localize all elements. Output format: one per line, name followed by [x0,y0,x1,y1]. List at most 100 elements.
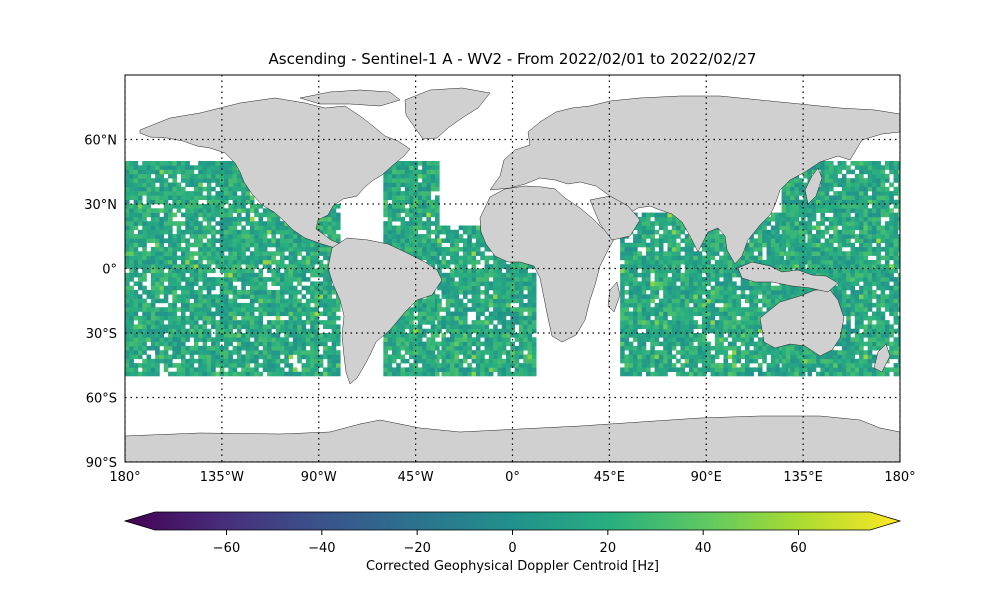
heatmap-cell [749,328,754,334]
heatmap-cell [633,238,638,243]
heatmap-cell [719,272,724,278]
heatmap-cell [219,285,225,291]
heatmap-cell [409,315,414,321]
heatmap-cell [798,350,804,355]
heatmap-cell [189,255,195,261]
heatmap-cell [467,259,472,265]
heatmap-cell [400,195,406,200]
heatmap-cell [798,290,804,295]
heatmap-cell [770,216,776,222]
heatmap-cell [531,371,537,377]
heatmap-cell [454,251,459,256]
heatmap-cell [189,350,195,355]
heatmap-cell [292,333,298,338]
heatmap-cell [228,264,233,269]
heatmap-cell [163,221,169,226]
heatmap-cell [654,294,660,299]
heatmap-cell [501,337,507,342]
heatmap-cell [445,315,451,321]
heatmap-cell [232,225,238,231]
heatmap-cell [518,367,524,372]
heatmap-cell [224,315,229,321]
heatmap-cell [488,345,494,351]
heatmap-cell [202,208,208,213]
heatmap-cell [193,315,199,321]
heatmap-cell [518,333,524,338]
heatmap-cell [262,294,268,299]
heatmap-cell [327,320,332,325]
heatmap-cell [650,345,655,351]
heatmap-cell [628,324,634,329]
heatmap-cell [396,191,401,196]
heatmap-cell [310,315,315,321]
heatmap-cell [745,311,750,317]
heatmap-cell [620,294,625,299]
heatmap-cell [241,285,246,291]
heatmap-cell [142,178,147,183]
heatmap-cell [497,315,503,321]
heatmap-cell [262,238,268,243]
heatmap-cell [467,328,472,334]
heatmap-cell [757,281,763,286]
heatmap-cell [254,255,259,261]
heatmap-cell [454,285,459,291]
heatmap-cell [454,324,459,329]
heatmap-cell [180,324,186,329]
heatmap-cell [206,229,212,235]
heatmap-cell [245,333,251,338]
heatmap-cell [193,337,199,342]
heatmap-cell [745,259,750,265]
heatmap-cell [441,255,447,261]
heatmap-cell [163,290,169,295]
heatmap-cell [790,216,795,222]
heatmap-cell [798,208,804,213]
heatmap-cell [232,234,238,239]
heatmap-cell [241,341,246,347]
heatmap-cell [163,229,169,235]
heatmap-cell [206,320,212,325]
heatmap-cell [176,285,182,291]
heatmap-cell [159,268,165,274]
heatmap-cell [680,290,686,295]
heatmap-cell [480,234,485,239]
heatmap-cell [241,182,246,188]
heatmap-cell [663,238,668,243]
heatmap-cell [323,225,328,231]
heatmap-cell [202,212,208,218]
heatmap-cell [232,320,238,325]
heatmap-cell [471,234,477,239]
heatmap-cell [506,264,511,269]
heatmap-cell [206,307,212,312]
heatmap-cell [323,255,328,261]
heatmap-cell [383,354,388,360]
heatmap-cell [435,311,440,317]
heatmap-cell [172,186,177,192]
heatmap-cell [467,277,472,282]
heatmap-cell [779,251,785,256]
heatmap-cell [441,264,447,269]
heatmap-cell [262,255,268,261]
heatmap-cell [215,277,221,282]
heatmap-cell [430,212,436,218]
heatmap-cell [133,173,139,179]
heatmap-cell [142,345,147,351]
heatmap-cell [193,367,199,372]
heatmap-cell [335,337,341,342]
heatmap-cell [168,272,173,278]
heatmap-cell [650,229,655,235]
heatmap-cell [671,333,677,338]
heatmap-cell [383,204,388,209]
heatmap-cell [215,247,221,252]
heatmap-cell [475,320,481,325]
heatmap-cell [280,298,285,304]
heatmap-cell [779,255,785,261]
heatmap-cell [803,255,808,261]
heatmap-cell [297,307,302,312]
heatmap-cell [236,199,242,205]
heatmap-cell [288,229,294,235]
heatmap-cell [232,251,238,256]
heatmap-cell [727,371,733,377]
heatmap-cell [176,238,182,243]
heatmap-cell [150,191,156,196]
heatmap-cell [706,255,711,261]
